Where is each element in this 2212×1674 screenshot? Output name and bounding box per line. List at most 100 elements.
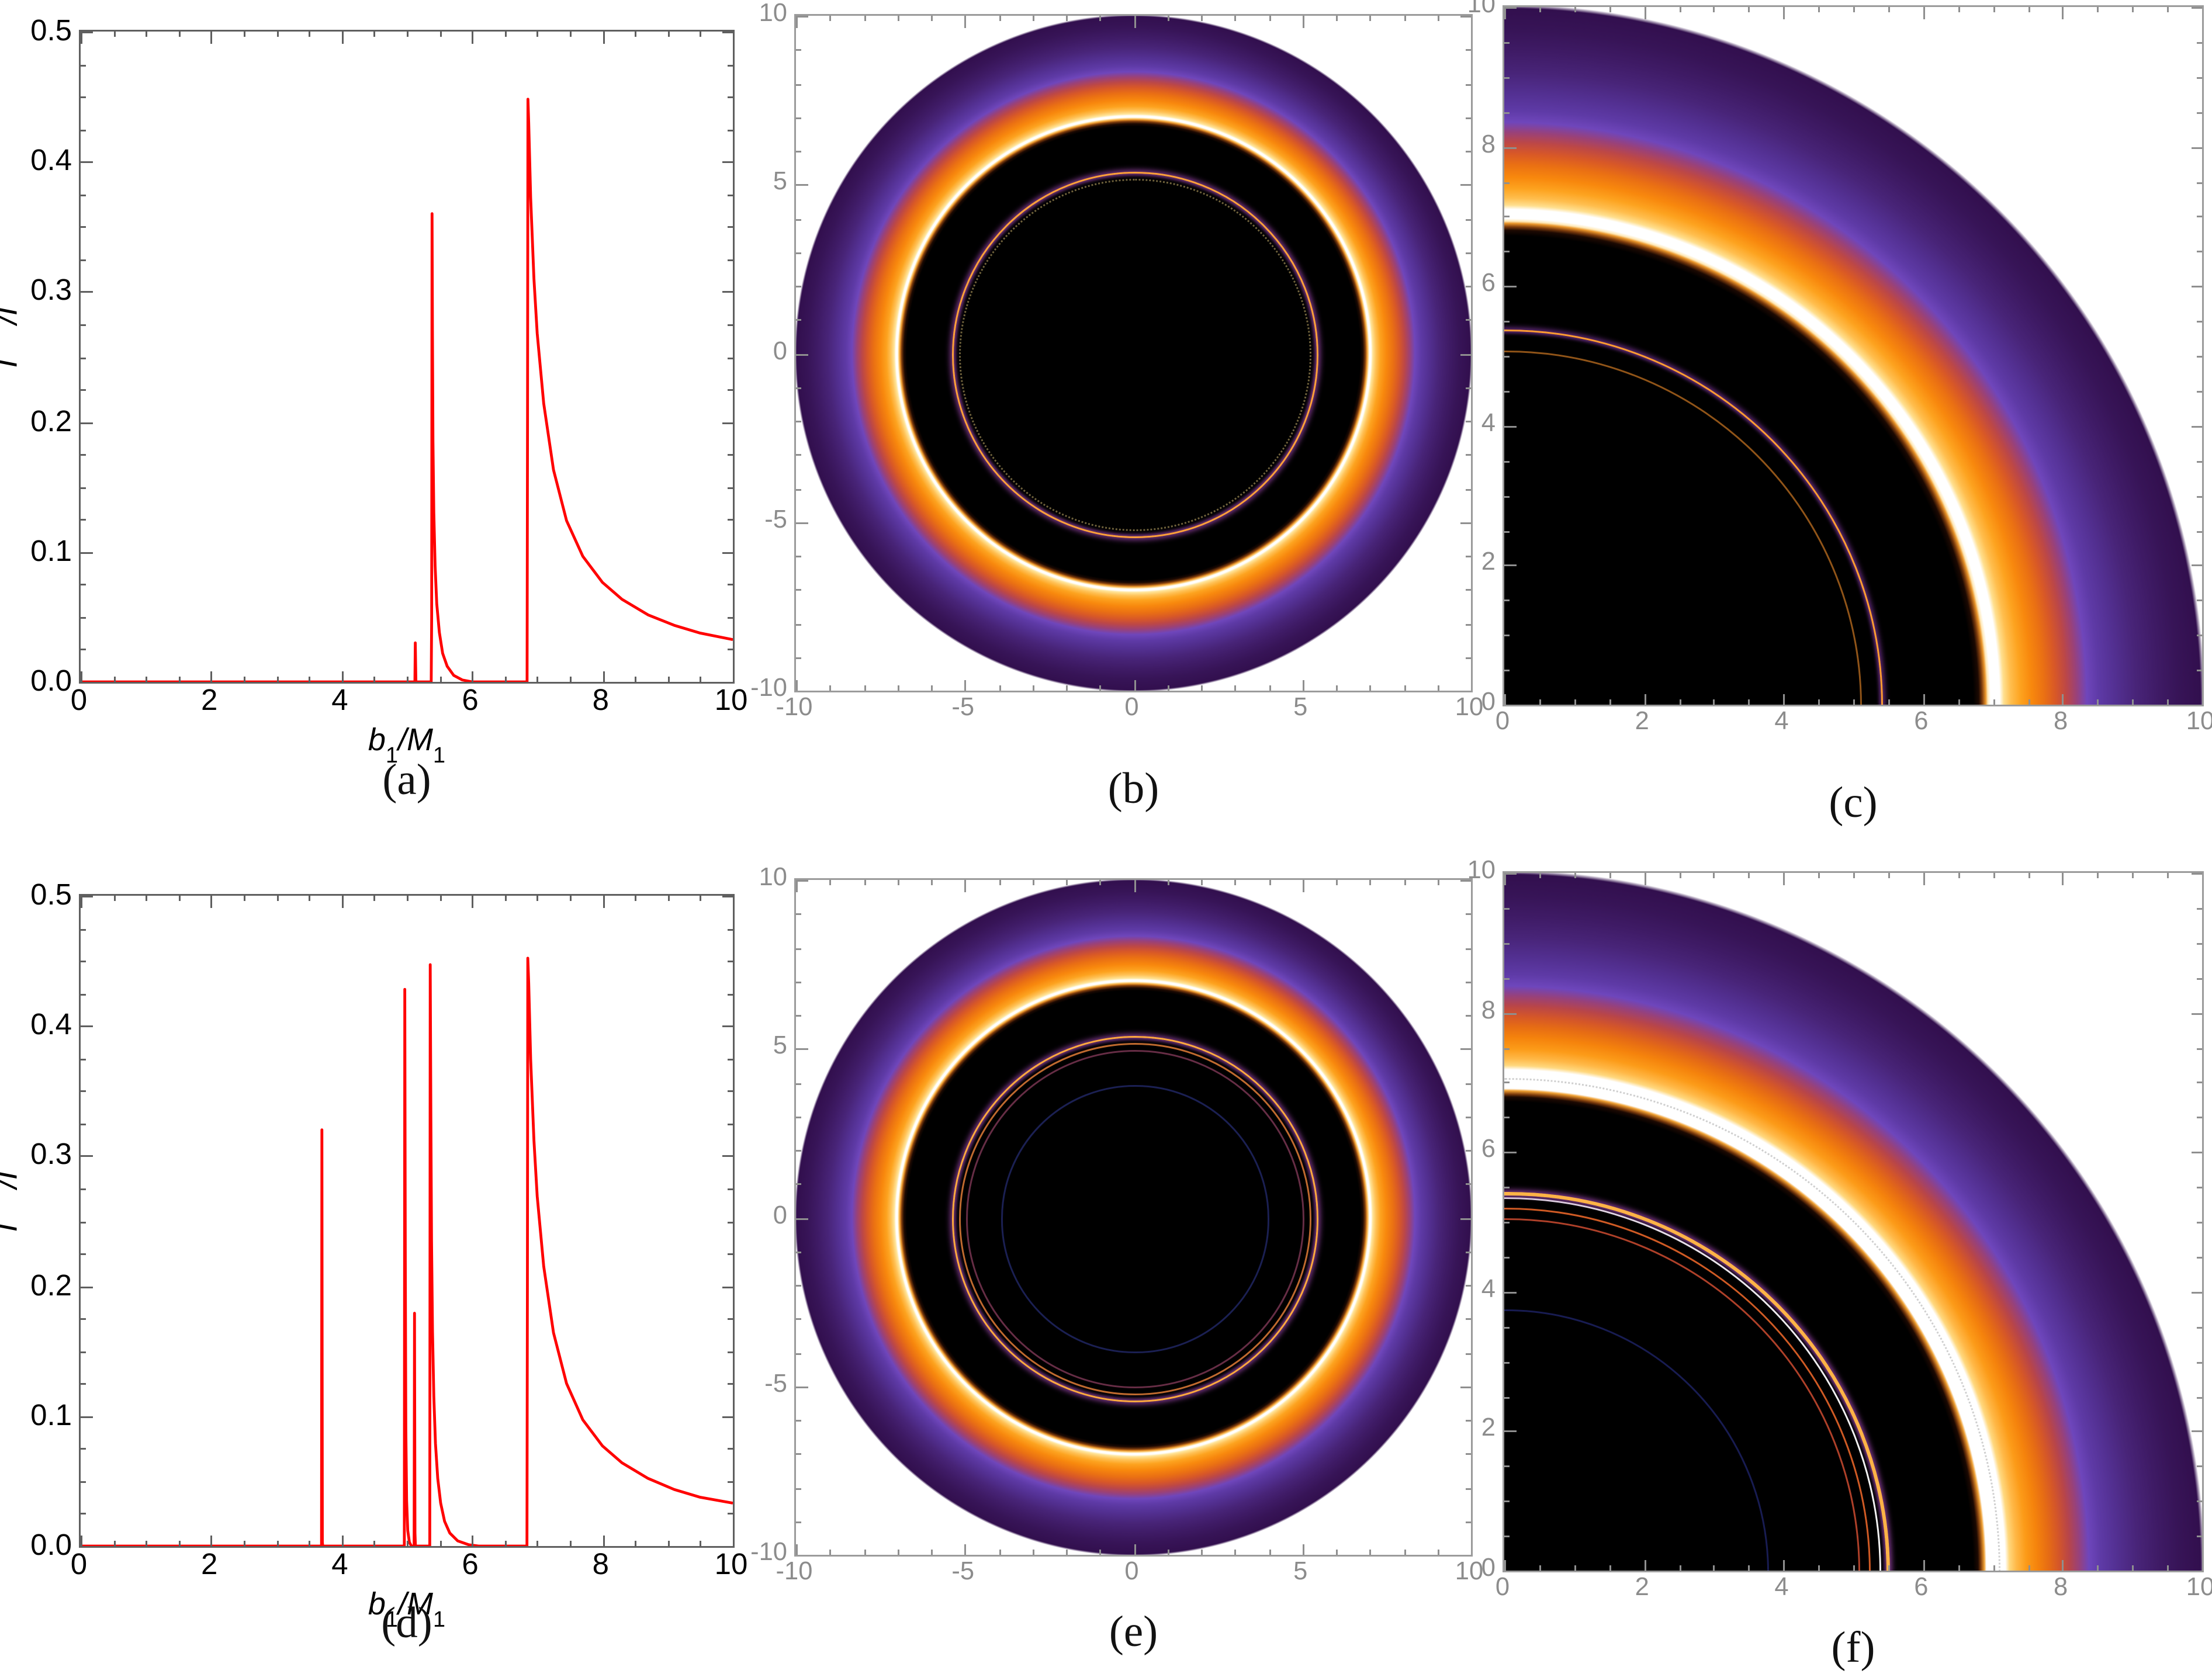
- y-axis-label-a: Iobs/Io: [0, 294, 26, 367]
- y-tick-label: -10: [750, 1539, 787, 1567]
- y-tick-label: 0: [1481, 689, 1496, 717]
- tick-mark: [1504, 146, 1516, 148]
- tick-mark: [2197, 1256, 2202, 1259]
- tick-mark: [2132, 873, 2134, 878]
- tick-mark: [796, 522, 808, 524]
- tick-mark: [2197, 530, 2202, 532]
- tick-mark: [667, 677, 670, 682]
- tick-mark: [81, 1448, 86, 1451]
- tick-mark: [2197, 1326, 2202, 1329]
- tick-mark: [897, 685, 899, 691]
- tick-mark: [1466, 1420, 1471, 1422]
- tick-mark: [796, 1251, 801, 1253]
- tick-mark: [667, 1541, 670, 1546]
- tick-mark: [728, 649, 733, 651]
- tick-mark: [1466, 1150, 1471, 1152]
- tick-mark: [1923, 7, 1925, 19]
- x-tick-label: 0: [1495, 708, 1510, 736]
- tick-mark: [2190, 1012, 2202, 1014]
- y-tick-label: 2: [1481, 1415, 1496, 1444]
- tick-mark: [1032, 685, 1034, 691]
- tick-mark: [1066, 685, 1068, 691]
- tick-mark: [1504, 112, 1510, 114]
- tick-mark: [1783, 873, 1785, 885]
- x-tick-label: 6: [462, 684, 479, 717]
- tick-mark: [1466, 623, 1471, 625]
- tick-mark: [1167, 1550, 1169, 1555]
- x-tick-label: 10: [714, 684, 748, 717]
- tick-mark: [81, 64, 86, 66]
- x-tick-label: 0: [1495, 1574, 1510, 1602]
- x-tick-label: 10: [1455, 1558, 1484, 1586]
- tick-mark: [721, 552, 733, 554]
- tick-mark: [1504, 873, 1516, 875]
- tick-mark: [2027, 699, 2030, 705]
- tick-mark: [1466, 218, 1471, 220]
- tick-mark: [931, 16, 933, 21]
- tick-mark: [863, 685, 866, 691]
- tick-mark: [1888, 873, 1890, 878]
- tick-mark: [341, 896, 344, 907]
- tick-mark: [81, 584, 86, 587]
- tick-mark: [796, 1048, 808, 1051]
- tick-mark: [81, 487, 86, 489]
- tick-mark: [1992, 873, 1995, 878]
- tick-mark: [2190, 425, 2202, 428]
- tick-mark: [733, 32, 735, 43]
- tick-mark: [81, 454, 86, 456]
- y-tick-label: 4: [1481, 410, 1496, 438]
- tick-mark: [998, 685, 1001, 691]
- y-tick-label: -5: [764, 506, 787, 535]
- tick-mark: [341, 670, 344, 682]
- panel-a-intensity-profile: Iobs/Io b1/M1 (a) 0 2 4 6 8 10 0.0 0.1 0.2 0.3 0.4…: [0, 16, 747, 805]
- x-tick-label: -10: [776, 1558, 813, 1586]
- tick-mark: [1437, 880, 1439, 885]
- tick-mark: [276, 32, 278, 37]
- y-tick-label: -10: [750, 675, 787, 703]
- tick-mark: [439, 1541, 441, 1546]
- tick-mark: [81, 1156, 92, 1158]
- tick-mark: [472, 1534, 474, 1546]
- tick-mark: [829, 880, 832, 885]
- tick-mark: [728, 1318, 733, 1321]
- x-tick-label: 2: [1635, 1574, 1649, 1602]
- y-tick-label: 0.5: [30, 14, 72, 47]
- tick-mark: [635, 1541, 637, 1546]
- tick-mark: [2190, 565, 2202, 567]
- tick-mark: [796, 1116, 801, 1118]
- tick-mark: [733, 896, 735, 907]
- tick-mark: [178, 677, 181, 682]
- tick-mark: [1099, 880, 1102, 885]
- tick-mark: [728, 1058, 733, 1060]
- tick-mark: [113, 896, 115, 901]
- x-tick-label: 4: [331, 684, 348, 717]
- tick-mark: [796, 1285, 801, 1287]
- tick-mark: [1302, 880, 1304, 892]
- panel-b-shadow-image: (b) -10 -5 0 5 10 -10 -5 0 5 10: [750, 1, 1483, 814]
- tick-mark: [1466, 1453, 1471, 1455]
- tick-mark: [635, 32, 637, 37]
- tick-mark: [2197, 1361, 2202, 1363]
- x-tick-label: 6: [1914, 1574, 1929, 1602]
- tick-mark: [1643, 873, 1646, 885]
- tick-mark: [863, 880, 866, 885]
- tick-mark: [721, 1285, 733, 1288]
- x-tick-label: 4: [331, 1548, 348, 1581]
- tick-mark: [2197, 112, 2202, 114]
- tick-mark: [570, 896, 572, 901]
- tick-mark: [2197, 181, 2202, 183]
- tick-mark: [1818, 7, 1820, 12]
- tick-mark: [2097, 7, 2099, 12]
- tick-mark: [2197, 77, 2202, 79]
- tick-mark: [2167, 873, 2169, 878]
- tick-mark: [1234, 685, 1237, 691]
- tick-mark: [1713, 873, 1716, 878]
- y-tick-label: 0: [773, 337, 787, 366]
- tick-mark: [998, 880, 1001, 885]
- tick-mark: [2190, 7, 2202, 9]
- tick-mark: [178, 1541, 181, 1546]
- tick-mark: [1466, 589, 1471, 591]
- tick-mark: [1466, 1082, 1471, 1084]
- tick-mark: [1504, 907, 1510, 910]
- tick-mark: [211, 670, 213, 682]
